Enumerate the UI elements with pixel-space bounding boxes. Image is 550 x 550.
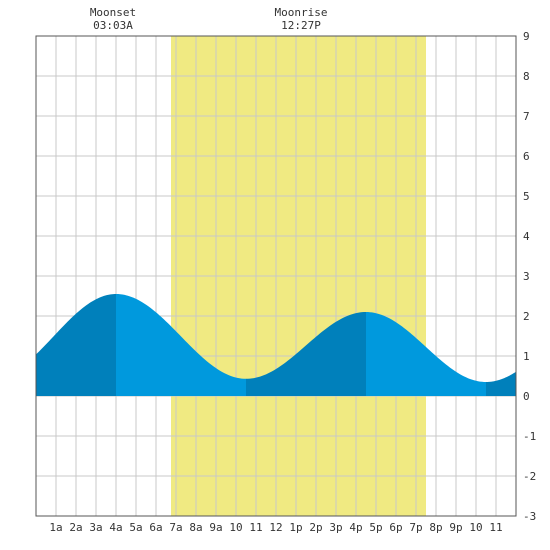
moonset-label: Moonset [90, 6, 136, 19]
x-tick-label: 11 [249, 521, 262, 534]
moonrise-label: Moonrise [275, 6, 328, 19]
x-tick-label: 3p [329, 521, 342, 534]
y-tick-label: -2 [523, 470, 536, 483]
x-tick-label: 8a [189, 521, 202, 534]
x-tick-label: 2a [69, 521, 82, 534]
x-tick-label: 10 [469, 521, 482, 534]
x-tick-label: 2p [309, 521, 322, 534]
y-tick-label: 2 [523, 310, 530, 323]
x-tick-label: 7p [409, 521, 422, 534]
tide-area-rising [246, 312, 366, 396]
y-tick-label: -1 [523, 430, 536, 443]
tide-area-rising [36, 294, 116, 396]
x-tick-label: 4p [349, 521, 362, 534]
tide-area-falling [366, 312, 486, 396]
y-tick-label: 0 [523, 390, 530, 403]
x-tick-label: 6a [149, 521, 162, 534]
y-tick-label: 7 [523, 110, 530, 123]
y-tick-label: 6 [523, 150, 530, 163]
y-tick-label: 4 [523, 230, 530, 243]
moonset-time: 03:03A [93, 19, 133, 32]
y-tick-label: 3 [523, 270, 530, 283]
y-tick-label: 9 [523, 30, 530, 43]
x-tick-label: 6p [389, 521, 402, 534]
x-tick-label: 9a [209, 521, 222, 534]
tide-area-rising [486, 371, 516, 396]
y-tick-label: 5 [523, 190, 530, 203]
tide-area-falling [116, 294, 246, 396]
y-tick-label: 1 [523, 350, 530, 363]
x-tick-label: 12 [269, 521, 282, 534]
x-tick-label: 4a [109, 521, 122, 534]
x-tick-label: 5p [369, 521, 382, 534]
x-tick-label: 11 [489, 521, 502, 534]
x-tick-label: 7a [169, 521, 182, 534]
x-tick-label: 9p [449, 521, 462, 534]
x-tick-label: 3a [89, 521, 102, 534]
plot-border [35, 35, 517, 517]
x-tick-label: 1a [49, 521, 62, 534]
x-tick-label: 10 [229, 521, 242, 534]
x-tick-label: 8p [429, 521, 442, 534]
x-tick-label: 5a [129, 521, 142, 534]
x-tick-label: 1p [289, 521, 302, 534]
moonrise-time: 12:27P [281, 19, 321, 32]
y-tick-label: -3 [523, 510, 536, 523]
y-tick-label: 8 [523, 70, 530, 83]
